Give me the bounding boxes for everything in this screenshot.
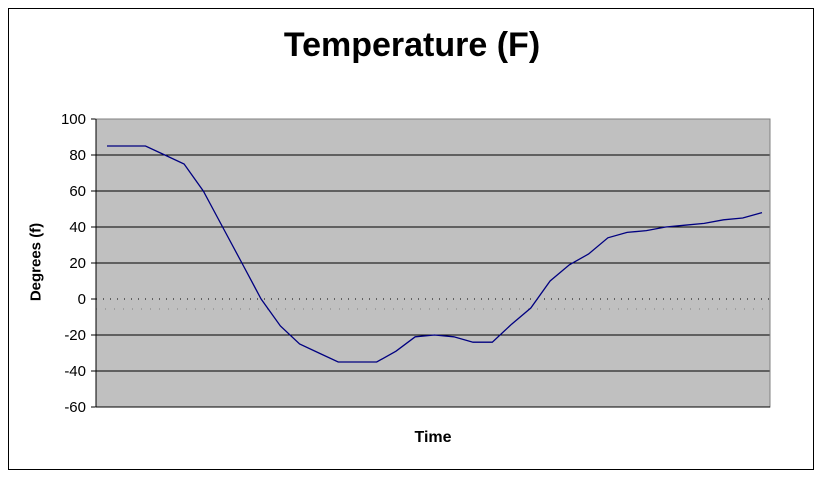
series-line bbox=[107, 145, 763, 363]
y-tick-label: 0 bbox=[78, 291, 86, 308]
x-axis-label: Time bbox=[414, 429, 452, 446]
y-tick-label: 100 bbox=[61, 111, 86, 128]
y-tick-label: 80 bbox=[69, 147, 86, 164]
y-tick-label: -60 bbox=[64, 399, 86, 416]
y-tick-label: 20 bbox=[69, 255, 86, 272]
chart-title: Temperature (F) bbox=[283, 26, 541, 64]
y-tick-label: 40 bbox=[69, 219, 86, 236]
y-tick-label: -40 bbox=[64, 363, 86, 380]
y-tick-label: -20 bbox=[64, 327, 86, 344]
y-tick-label: 60 bbox=[69, 183, 86, 200]
